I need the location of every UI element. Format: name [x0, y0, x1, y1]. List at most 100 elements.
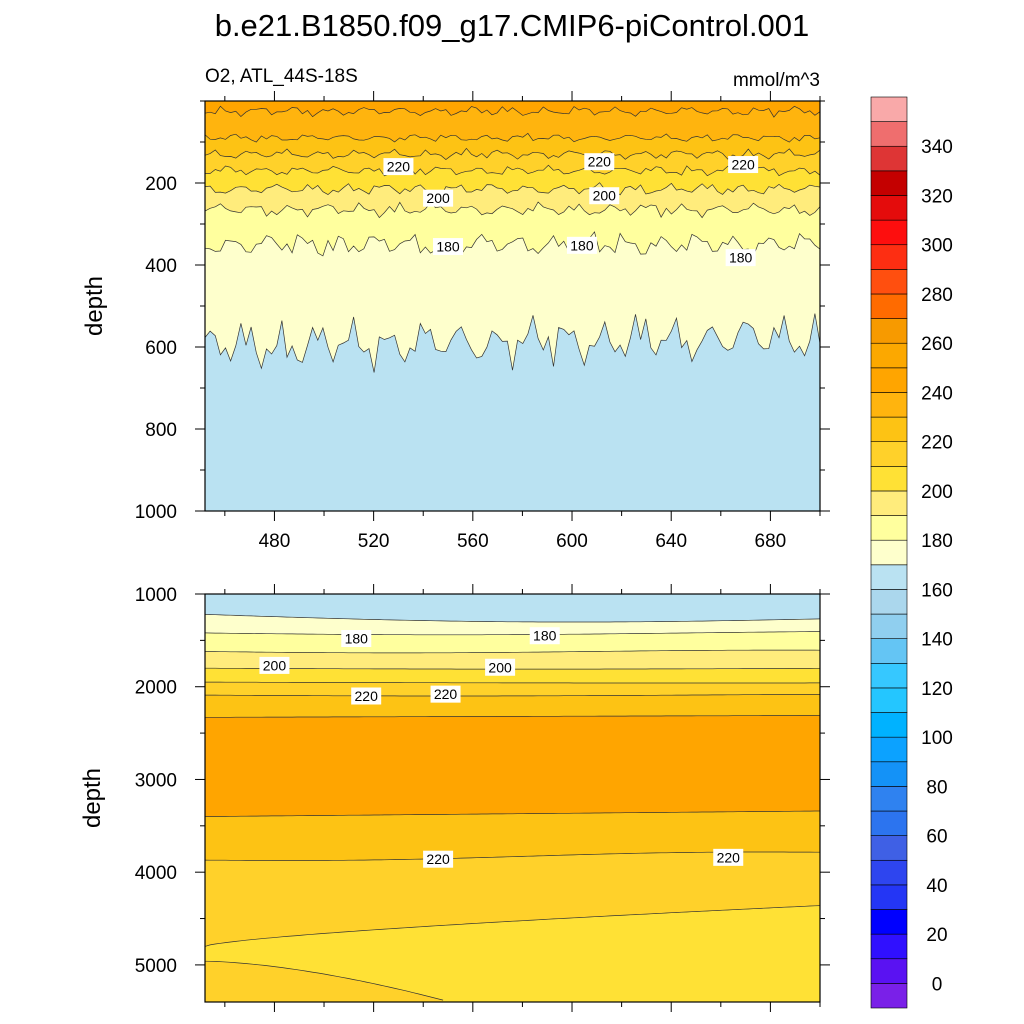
contour-line — [204, 614, 821, 623]
contour-label-box — [423, 850, 454, 868]
colorbar-tick-label: 80 — [926, 777, 947, 798]
contour-label: 200 — [426, 190, 450, 206]
contour-label-box — [725, 249, 756, 267]
lower-panel-contour-lines — [204, 614, 821, 1001]
x-tick-label: 560 — [457, 531, 489, 552]
colorbar-swatch — [870, 983, 908, 1009]
contour-label: 220 — [387, 159, 411, 175]
x-tick-label: 640 — [655, 531, 687, 552]
colorbar-tick-label: 20 — [926, 925, 947, 946]
x-tick-label: 680 — [755, 531, 787, 552]
upper-panel-filled-contours — [205, 101, 820, 511]
colorbar-tick-label: 280 — [921, 285, 953, 306]
colorbar-swatch — [870, 490, 908, 516]
y-tick-label: 200 — [145, 174, 177, 195]
contour-line — [204, 201, 821, 219]
x-tick-label: 480 — [259, 531, 291, 552]
contour-line — [204, 313, 821, 373]
contour-label-box — [341, 630, 372, 648]
colorbar-swatch — [870, 835, 908, 861]
colorbar-tick-label: 220 — [921, 433, 953, 454]
contour-label: 220 — [731, 157, 755, 173]
colorbar-swatch — [870, 121, 908, 147]
colorbar-swatch — [870, 269, 908, 295]
x-tick-label: 520 — [358, 531, 390, 552]
y-tick-label: 1000 — [135, 502, 177, 523]
colorbar-swatch — [870, 638, 908, 664]
contour-label: 180 — [345, 631, 369, 647]
colorbar-swatch — [870, 244, 908, 270]
colorbar-tick-label: 120 — [921, 679, 953, 700]
contour-line — [205, 164, 821, 177]
contour-line — [204, 631, 821, 636]
contour-line — [204, 960, 444, 1001]
colorbar-swatch — [870, 859, 908, 886]
y-tick-label: 800 — [145, 420, 177, 441]
lower-panel-filled-contours — [205, 594, 820, 1002]
contour-label: 180 — [729, 250, 753, 266]
lower-panel-contour-labels: 180 180 200 200 220 220 220 220 — [259, 627, 744, 868]
colorbar-swatch — [870, 662, 908, 689]
contour-band — [205, 905, 820, 1002]
colorbar-swatch — [870, 958, 908, 984]
contour-label-box — [433, 238, 464, 256]
colorbar-swatch — [870, 219, 908, 246]
colorbar-swatch — [870, 145, 908, 172]
colorbar-tick-label: 0 — [932, 974, 943, 995]
colorbar-swatch — [870, 736, 908, 763]
variable-label: O2, ATL_44S-18S — [205, 66, 358, 87]
contour-label: 220 — [588, 154, 612, 170]
contour-label: 180 — [570, 237, 594, 253]
colorbar-swatch — [870, 810, 908, 836]
colorbar-swatch — [870, 441, 908, 467]
colorbar-swatch — [870, 416, 908, 443]
contour-label: 200 — [263, 657, 287, 673]
upper-panel-y-axis: 200 400 600 800 1000 — [135, 100, 830, 523]
colorbar-swatch — [870, 367, 908, 393]
lower-panel-ylabel: depth — [79, 768, 106, 828]
colorbar-tick-label: 40 — [926, 876, 947, 897]
contour-label: 220 — [717, 849, 741, 865]
colorbar-tick-label: 180 — [921, 531, 953, 552]
colorbar-swatch — [870, 613, 908, 639]
contour-label-box — [383, 158, 414, 176]
colorbar-swatch — [870, 342, 908, 369]
colorbar-swatch — [870, 884, 908, 910]
contour-label: 220 — [355, 688, 379, 704]
colorbar-tick-label: 160 — [921, 580, 953, 601]
colorbar-swatch — [870, 392, 908, 418]
contour-label-box — [713, 848, 744, 866]
colorbar-swatch — [870, 564, 908, 590]
contour-label-box — [589, 187, 620, 205]
contour-line — [204, 105, 821, 118]
colorbar-swatch — [870, 589, 908, 615]
y-tick-label: 400 — [145, 256, 177, 277]
contour-line — [205, 681, 820, 684]
contour-band — [205, 682, 820, 696]
y-tick-label: 3000 — [135, 770, 177, 791]
contour-band — [205, 202, 820, 257]
colorbar-swatch — [870, 687, 908, 713]
colorbar-tick-label: 200 — [921, 482, 953, 503]
colorbar-tick-label: 140 — [921, 630, 953, 651]
contour-band — [205, 106, 820, 143]
colorbar-tick-label: 240 — [921, 383, 953, 404]
contour-line — [204, 231, 821, 257]
contour-label: 200 — [488, 659, 512, 675]
contour-label: 220 — [426, 851, 450, 867]
contour-label-box — [584, 153, 615, 171]
contour-label-box — [566, 236, 597, 254]
colorbar-swatch — [870, 293, 908, 319]
colorbar-swatch — [870, 909, 908, 935]
contour-band — [205, 694, 820, 718]
contour-label-box — [423, 189, 454, 207]
colorbar-swatch — [870, 96, 908, 122]
contour-band — [205, 313, 820, 511]
y-tick-label: 4000 — [135, 863, 177, 884]
y-tick-label: 600 — [145, 338, 177, 359]
contour-band — [205, 715, 820, 817]
colorbar-tick-label: 340 — [921, 137, 953, 158]
lower-depth-panel: 180 180 200 200 220 220 220 220 1000 2000 3000 400… — [79, 584, 830, 1012]
contour-line — [204, 182, 821, 198]
upper-panel-contour-labels: 220 220 220 200 200 180 180 180 — [383, 153, 759, 267]
